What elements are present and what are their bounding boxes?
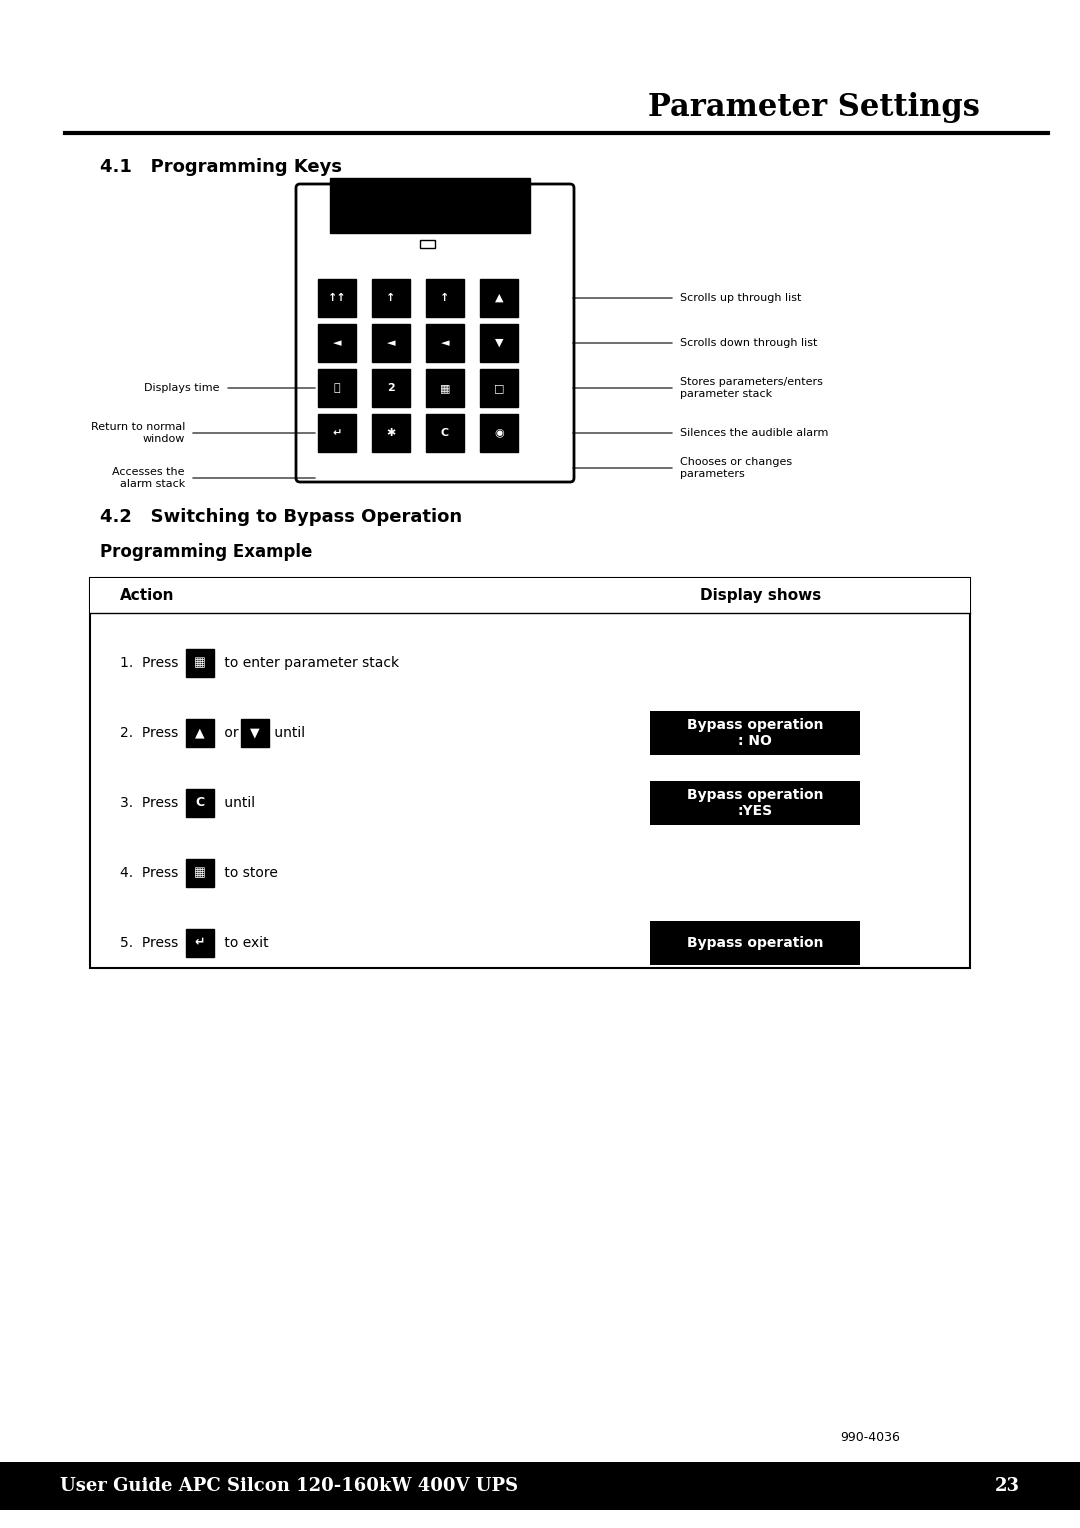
- Bar: [480, 368, 518, 406]
- Text: until: until: [220, 796, 255, 810]
- Text: 2.  Press: 2. Press: [120, 726, 178, 740]
- Text: Accesses the
alarm stack: Accesses the alarm stack: [112, 468, 185, 489]
- Bar: [650, 711, 860, 755]
- Text: Chooses or changes
parameters: Chooses or changes parameters: [680, 457, 792, 478]
- Bar: [318, 414, 356, 452]
- Bar: [186, 649, 214, 677]
- Text: ▦: ▦: [194, 657, 206, 669]
- Text: to exit: to exit: [220, 937, 269, 950]
- Text: Programming Example: Programming Example: [100, 542, 312, 561]
- Text: User Guide APC Silcon 120-160kW 400V UPS: User Guide APC Silcon 120-160kW 400V UPS: [60, 1478, 518, 1494]
- Text: ◄: ◄: [387, 338, 395, 348]
- Bar: [426, 414, 464, 452]
- Bar: [186, 788, 214, 817]
- Text: Bypass operation: Bypass operation: [687, 937, 823, 950]
- Text: Parameter Settings: Parameter Settings: [648, 92, 980, 122]
- Bar: [426, 368, 464, 406]
- Bar: [372, 324, 410, 362]
- Bar: [90, 578, 970, 969]
- Text: Stores parameters/enters
parameter stack: Stores parameters/enters parameter stack: [680, 377, 823, 399]
- Bar: [318, 368, 356, 406]
- Text: 3.  Press: 3. Press: [120, 796, 178, 810]
- Bar: [650, 921, 860, 966]
- Text: ⏱: ⏱: [334, 384, 340, 393]
- Text: Display shows: Display shows: [700, 588, 821, 604]
- Bar: [0, 1462, 1080, 1510]
- Bar: [480, 414, 518, 452]
- Bar: [480, 324, 518, 362]
- Text: or: or: [220, 726, 243, 740]
- Text: ✱: ✱: [387, 428, 395, 439]
- Text: Bypass operation
: NO: Bypass operation : NO: [687, 718, 823, 749]
- Text: ◉: ◉: [495, 428, 504, 439]
- Text: 1.  Press: 1. Press: [120, 656, 178, 669]
- Text: Displays time: Displays time: [145, 384, 220, 393]
- Bar: [318, 280, 356, 316]
- Text: 5.  Press: 5. Press: [120, 937, 178, 950]
- Text: ↑↑: ↑↑: [327, 293, 347, 303]
- Bar: [241, 720, 269, 747]
- Text: until: until: [270, 726, 306, 740]
- Text: Scrolls down through list: Scrolls down through list: [680, 338, 818, 348]
- Bar: [372, 368, 410, 406]
- Text: 4.  Press: 4. Press: [120, 866, 178, 880]
- Bar: [426, 324, 464, 362]
- Bar: [186, 720, 214, 747]
- Text: ↵: ↵: [194, 937, 205, 949]
- Text: ↵: ↵: [333, 428, 341, 439]
- Text: ▼: ▼: [251, 726, 260, 740]
- Bar: [420, 240, 435, 248]
- Text: Silences the audible alarm: Silences the audible alarm: [680, 428, 828, 439]
- Text: ▼: ▼: [495, 338, 503, 348]
- Text: to store: to store: [220, 866, 278, 880]
- Text: 4.1   Programming Keys: 4.1 Programming Keys: [100, 157, 342, 176]
- Bar: [330, 177, 530, 232]
- Text: ◄: ◄: [333, 338, 341, 348]
- Bar: [650, 781, 860, 825]
- Bar: [90, 578, 970, 613]
- Text: Action: Action: [120, 588, 175, 604]
- Text: ▲: ▲: [495, 293, 503, 303]
- Text: C: C: [195, 796, 204, 810]
- Text: ▲: ▲: [195, 726, 205, 740]
- Text: Bypass operation
:YES: Bypass operation :YES: [687, 788, 823, 817]
- Text: Scrolls up through list: Scrolls up through list: [680, 293, 801, 303]
- Text: ▦: ▦: [440, 384, 450, 393]
- Text: ↑: ↑: [441, 293, 449, 303]
- Bar: [480, 280, 518, 316]
- Text: Return to normal
window: Return to normal window: [91, 422, 185, 443]
- Text: ↑: ↑: [387, 293, 395, 303]
- Text: ◄: ◄: [441, 338, 449, 348]
- Text: □: □: [494, 384, 504, 393]
- Bar: [372, 280, 410, 316]
- Text: C: C: [441, 428, 449, 439]
- FancyBboxPatch shape: [296, 183, 573, 481]
- Text: 23: 23: [995, 1478, 1020, 1494]
- Bar: [186, 859, 214, 886]
- Text: to enter parameter stack: to enter parameter stack: [220, 656, 400, 669]
- Text: 2: 2: [387, 384, 395, 393]
- Bar: [372, 414, 410, 452]
- Bar: [426, 280, 464, 316]
- Bar: [186, 929, 214, 957]
- Text: ▦: ▦: [194, 866, 206, 880]
- Text: 4.2   Switching to Bypass Operation: 4.2 Switching to Bypass Operation: [100, 507, 462, 526]
- Text: 990-4036: 990-4036: [840, 1432, 900, 1444]
- Bar: [318, 324, 356, 362]
